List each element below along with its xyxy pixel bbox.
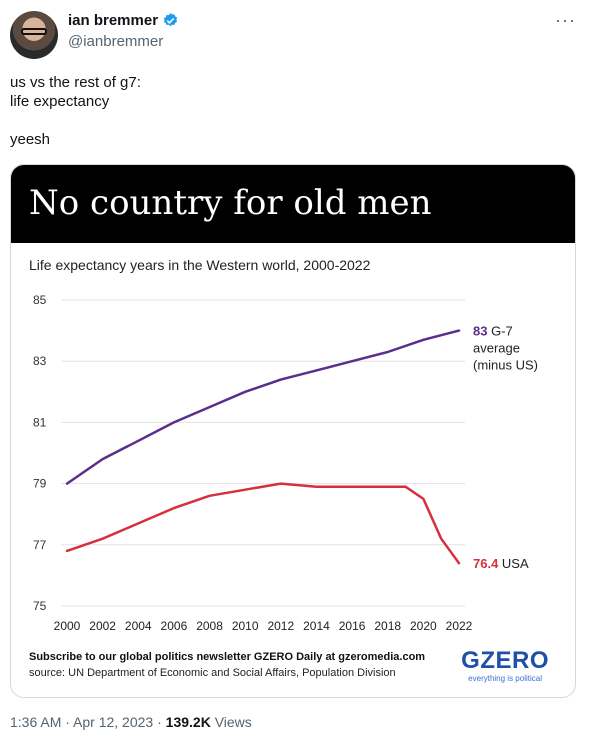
- x-tick-label: 2012: [267, 619, 294, 633]
- x-tick-label: 2002: [89, 619, 116, 633]
- x-tick-label: 2004: [125, 619, 152, 633]
- gzero-logo-text: GZERO: [461, 647, 549, 674]
- avatar-glasses: [21, 28, 47, 35]
- author-name-text: ian bremmer: [68, 12, 159, 29]
- author-name[interactable]: ian bremmer: [68, 12, 179, 29]
- series-end-label: 76.4 USA: [473, 556, 529, 571]
- tweet-timestamp[interactable]: 1:36 AM · Apr 12, 2023 ·: [10, 714, 166, 730]
- x-tick-label: 2006: [161, 619, 188, 633]
- y-tick-label: 83: [33, 354, 47, 368]
- source-note: source: UN Department of Economic and So…: [29, 667, 396, 679]
- verified-badge-icon: [164, 13, 178, 27]
- chart-title: Life expectancy years in the Western wor…: [29, 257, 371, 273]
- gzero-logo: GZERO everything is political: [461, 647, 549, 684]
- y-tick-label: 81: [33, 415, 47, 429]
- author-handle[interactable]: @ianbremmer: [68, 33, 164, 50]
- y-tick-label: 77: [33, 538, 47, 552]
- media-banner-title: No country for old men: [29, 183, 432, 223]
- tweet-text: us vs the rest of g7: life expectancy ye…: [10, 74, 141, 148]
- views-label: Views: [210, 714, 252, 730]
- y-tick-label: 79: [33, 477, 47, 491]
- series-end-label: 83 G-7 average (minus US): [473, 324, 538, 373]
- x-tick-label: 2000: [54, 619, 81, 633]
- x-tick-label: 2018: [374, 619, 401, 633]
- tweet-meta: 1:36 AM · Apr 12, 2023 · 139.2K Views: [10, 714, 252, 730]
- tweet-media[interactable]: No country for old men Life expectancy y…: [10, 164, 576, 698]
- x-tick-label: 2010: [232, 619, 259, 633]
- series-end-label-line: average: [473, 341, 520, 356]
- series-line-usa: [65, 482, 461, 565]
- gzero-logo-tagline: everything is political: [468, 674, 542, 683]
- more-options-icon[interactable]: ···: [555, 10, 576, 30]
- x-tick-label: 2020: [410, 619, 437, 633]
- series-end-value: 76.4: [473, 556, 502, 571]
- newsletter-note: Subscribe to our global politics newslet…: [29, 651, 426, 663]
- x-tick-label: 2014: [303, 619, 330, 633]
- x-tick-label: 2008: [196, 619, 223, 633]
- views-count: 139.2K: [165, 714, 211, 730]
- series-line-g7: [65, 329, 461, 485]
- series-end-label-line: USA: [502, 556, 529, 571]
- x-tick-label: 2016: [339, 619, 366, 633]
- avatar[interactable]: [10, 11, 58, 59]
- x-tick-label: 2022: [446, 619, 473, 633]
- media-banner: No country for old men: [11, 165, 575, 243]
- y-tick-label: 75: [33, 599, 47, 613]
- series-end-label-line: (minus US): [473, 358, 538, 373]
- life-expectancy-chart: 75 77 79 81 83 85 2000 2002 2004 2006 2008 2010 2012…: [33, 293, 538, 633]
- series-end-label-line: G-7: [491, 324, 513, 339]
- series-end-value: 83: [473, 324, 491, 339]
- y-tick-label: 85: [33, 293, 47, 307]
